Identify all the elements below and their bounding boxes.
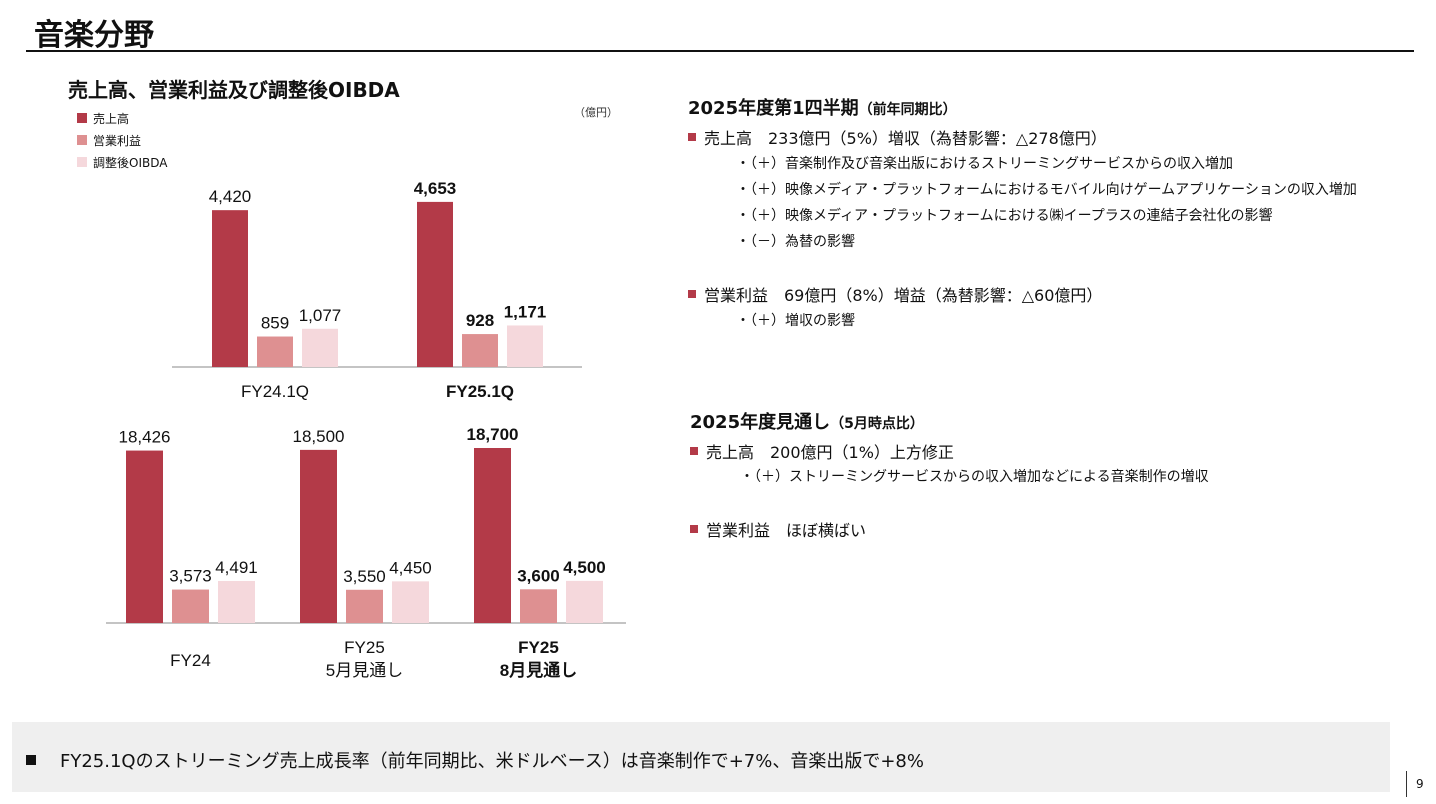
data-label: 859 bbox=[261, 314, 289, 333]
bar-operating-income bbox=[520, 589, 557, 623]
chart-title: 売上高、営業利益及び調整後OIBDA bbox=[68, 78, 400, 102]
bar-operating-income bbox=[172, 589, 209, 623]
bar-oibda bbox=[566, 580, 603, 623]
bar-oibda bbox=[218, 580, 255, 623]
bar-operating-income bbox=[346, 589, 383, 623]
bullet-square-icon bbox=[688, 290, 696, 298]
title-divider bbox=[26, 50, 1414, 52]
section1-oi-sub-1: ・（＋）増収の影響 bbox=[736, 313, 855, 329]
data-label: 18,700 bbox=[467, 425, 519, 444]
data-label: 1,171 bbox=[504, 302, 547, 321]
bar-operating-income bbox=[462, 334, 498, 367]
footer-note-box bbox=[12, 722, 1390, 792]
legend-label-operating-income: 営業利益 bbox=[93, 133, 142, 148]
section2-item-operating-income: 営業利益 ほぼ横ばい bbox=[690, 517, 866, 541]
section1-heading-note: （前年同期比） bbox=[858, 102, 957, 118]
data-label: 3,573 bbox=[169, 567, 212, 586]
category-label: FY25.1Q bbox=[446, 382, 514, 401]
section1-item-sales-text: 売上高 233億円（5%）増収（為替影響：△278億円） bbox=[704, 129, 1107, 148]
bar-sales bbox=[417, 201, 453, 367]
data-label: 4,500 bbox=[563, 558, 606, 577]
bullet-square-icon bbox=[688, 133, 696, 141]
section2-item-sales-text: 売上高 200億円（1%）上方修正 bbox=[706, 443, 954, 462]
chart-legend: 売上高 営業利益 調整後OIBDA bbox=[77, 107, 167, 173]
bar-oibda bbox=[507, 325, 543, 367]
section1-sales-sub-2: ・（＋）映像メディア・プラットフォームにおけるモバイル向けゲームアプリケーション… bbox=[736, 182, 1357, 198]
bar-sales bbox=[126, 450, 163, 623]
legend-swatch-oibda bbox=[77, 157, 87, 167]
category-label: FY24 bbox=[170, 651, 211, 670]
data-label: 18,426 bbox=[119, 428, 171, 447]
section2-item-sales: 売上高 200億円（1%）上方修正 bbox=[690, 439, 954, 463]
data-label: 4,653 bbox=[414, 179, 457, 198]
data-label: 4,450 bbox=[389, 558, 432, 577]
legend-item-operating-income: 営業利益 bbox=[77, 129, 167, 151]
section1-heading: 2025年度第1四半期（前年同期比） bbox=[688, 94, 957, 120]
category-label: 5月見通し bbox=[326, 661, 403, 680]
data-label: 4,491 bbox=[215, 558, 258, 577]
legend-label-oibda: 調整後OIBDA bbox=[93, 155, 168, 170]
footer-note: FY25.1Qのストリーミング売上成長率（前年同期比、米ドルベース）は音楽制作で… bbox=[26, 747, 924, 773]
section1-heading-text: 2025年度第1四半期 bbox=[688, 98, 859, 119]
legend-item-oibda: 調整後OIBDA bbox=[77, 151, 167, 173]
footer-bullet-icon bbox=[26, 755, 36, 765]
section2-heading-note: （5月時点比） bbox=[830, 416, 924, 432]
bar-sales bbox=[474, 448, 511, 623]
data-label: 4,420 bbox=[209, 187, 252, 206]
data-label: 3,600 bbox=[517, 566, 560, 585]
legend-swatch-sales bbox=[77, 113, 87, 123]
section1-item-sales: 売上高 233億円（5%）増収（為替影響：△278億円） bbox=[688, 125, 1107, 149]
footer-note-text: FY25.1Qのストリーミング売上成長率（前年同期比、米ドルベース）は音楽制作で… bbox=[60, 751, 924, 772]
unit-label: （億円） bbox=[574, 106, 618, 119]
section1-item-operating-income: 営業利益 69億円（8%）増益（為替影響：△60億円） bbox=[688, 282, 1102, 306]
data-label: 3,550 bbox=[343, 567, 386, 586]
section2-item-oi-text: 営業利益 ほぼ横ばい bbox=[706, 521, 867, 540]
page-title: 音楽分野 bbox=[34, 18, 154, 53]
section2-sales-sub-1: ・（＋）ストリーミングサービスからの収入増加などによる音楽制作の増収 bbox=[740, 469, 1209, 485]
category-label: 8月見通し bbox=[500, 661, 577, 680]
page-number: 9 bbox=[1416, 777, 1424, 791]
section2-heading-text: 2025年度見通し bbox=[690, 412, 831, 433]
bar-operating-income bbox=[257, 336, 293, 367]
data-label: 928 bbox=[466, 311, 494, 330]
bar-oibda bbox=[392, 581, 429, 623]
section1-sales-sub-1: ・（＋）音楽制作及び音楽出版におけるストリーミングサービスからの収入増加 bbox=[736, 156, 1233, 172]
section1-item-oi-text: 営業利益 69億円（8%）増益（為替影響：△60億円） bbox=[704, 286, 1103, 305]
page-number-divider bbox=[1406, 771, 1407, 797]
category-label: FY25 bbox=[518, 638, 559, 657]
bar-oibda bbox=[302, 328, 338, 367]
legend-swatch-operating-income bbox=[77, 135, 87, 145]
category-label: FY25 bbox=[344, 638, 385, 657]
legend-item-sales: 売上高 bbox=[77, 107, 167, 129]
bullet-square-icon bbox=[690, 447, 698, 455]
category-label: FY24.1Q bbox=[241, 382, 309, 401]
section1-sales-sub-4: ・（－）為替の影響 bbox=[736, 234, 855, 250]
section1-sales-sub-3: ・（＋）映像メディア・プラットフォームにおける㈱イープラスの連結子会社化の影響 bbox=[736, 208, 1273, 224]
bullet-square-icon bbox=[690, 525, 698, 533]
section2-heading: 2025年度見通し（5月時点比） bbox=[690, 408, 924, 434]
bar-sales bbox=[212, 210, 248, 367]
data-label: 18,500 bbox=[293, 427, 345, 446]
data-label: 1,077 bbox=[299, 306, 342, 325]
bar-sales bbox=[300, 449, 337, 623]
legend-label-sales: 売上高 bbox=[93, 111, 130, 126]
